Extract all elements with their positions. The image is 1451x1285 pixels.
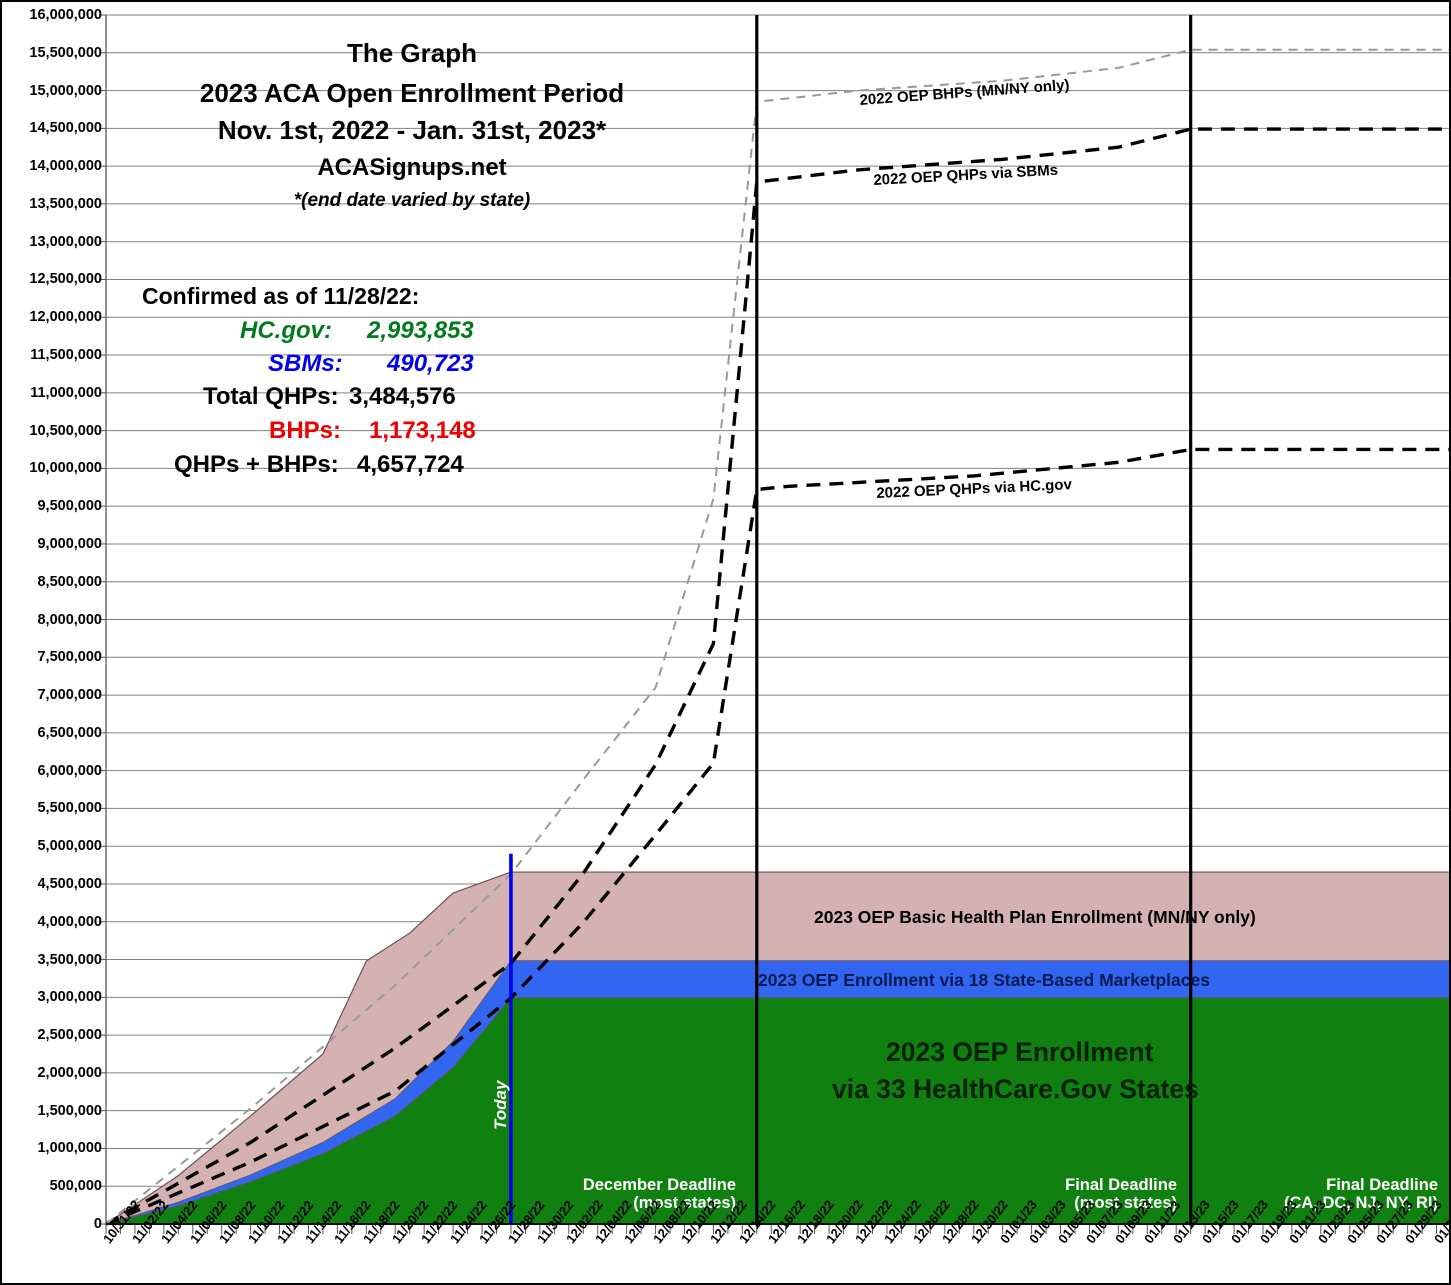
y-axis-tick-label: 16,000,000 <box>29 7 102 23</box>
y-axis-tick-label: 15,000,000 <box>29 82 102 99</box>
y-axis-tick-label: 0 <box>93 1216 102 1232</box>
x-ticks <box>105 1224 1438 1234</box>
y-axis-tick-label: 15,500,000 <box>29 44 102 61</box>
stats-row-hcgov-value: 2,993,853 <box>367 317 474 344</box>
area-label-hcgov-line1: 2023 OEP Enrollment <box>886 1037 1154 1067</box>
y-axis-tick-label: 4,500,000 <box>37 875 102 892</box>
y-axis-tick-label: 1,500,000 <box>37 1102 102 1119</box>
stats-row-qhpsbhps-label: QHPs + BHPs: <box>174 451 339 478</box>
y-axis-tick-label: 14,500,000 <box>29 120 102 137</box>
y-axis-tick-label: 3,000,000 <box>37 989 102 1006</box>
final-deadline-line2: (most states) <box>1074 1194 1177 1213</box>
y-axis-tick-label: 6,000,000 <box>37 762 102 779</box>
line-5 <box>105 48 1449 1225</box>
y-axis-tick-label: 13,000,000 <box>29 233 102 250</box>
final-deadline-2-line2: (CA, DC, NJ, NY, RI) <box>1283 1194 1438 1213</box>
line-3 <box>105 447 1449 1226</box>
final-deadline-label: Final Deadline (most states) <box>917 1176 1177 1213</box>
y-axis-tick-label: 6,500,000 <box>37 724 102 741</box>
stats-row-hcgov-label: HC.gov: <box>240 317 332 344</box>
area-label-bhp: 2023 OEP Basic Health Plan Enrollment (M… <box>814 907 1256 927</box>
y-axis-tick-label: 5,000,000 <box>37 838 102 855</box>
y-axis-tick-label: 7,500,000 <box>37 649 102 666</box>
y-axis-tick-label: 2,000,000 <box>37 1064 102 1081</box>
y-axis-tick-label: 14,000,000 <box>29 158 102 175</box>
area-label-sbm: 2023 OEP Enrollment via 18 State-Based M… <box>758 970 1210 990</box>
stats-row-totalqhps-label: Total QHPs: <box>203 383 339 410</box>
final-deadline-2-label: Final Deadline (CA, DC, NJ, NY, RI) <box>1176 1176 1438 1213</box>
line-4 <box>105 127 1449 1226</box>
y-axis-tick-label: 4,000,000 <box>37 913 102 930</box>
stats-row-bhps-label: BHPs: <box>269 417 342 444</box>
y-axis-tick-label: 5,500,000 <box>37 800 102 817</box>
y-axis-tick-label: 8,000,000 <box>37 611 102 628</box>
title-line-2: 2023 ACA Open Enrollment Period <box>199 78 625 108</box>
y-axis-tick-label: 11,500,000 <box>30 347 102 364</box>
y-axis-tick-label: 12,000,000 <box>29 309 102 326</box>
y-axis-tick-label: 8,500,000 <box>37 573 102 590</box>
stats-row-sbms-label: SBMs: <box>268 350 343 377</box>
stats-row-totalqhps-value: 3,484,576 <box>349 383 456 410</box>
final-deadline-2-line1: Final Deadline <box>1326 1176 1438 1194</box>
stats-heading: Confirmed as of 11/28/22: <box>142 283 420 309</box>
y-axis-tick-label: 9,500,000 <box>37 498 102 515</box>
december-deadline-line1: December Deadline <box>582 1176 736 1194</box>
y-axis-tick-label: 3,500,000 <box>37 951 102 968</box>
stats-row-sbms-value: 490,723 <box>387 350 474 377</box>
y-axis-tick-label: 11,000,000 <box>30 384 102 401</box>
title-line-1: The Graph <box>346 38 477 68</box>
final-deadline-line1: Final Deadline <box>1065 1176 1177 1194</box>
y-axis-tick-label: 500,000 <box>49 1178 102 1195</box>
y-ticks <box>99 14 106 1225</box>
y-axis-tick-label: 10,500,000 <box>29 422 102 439</box>
y-axis-tick-label: 1,000,000 <box>37 1140 102 1157</box>
stats-row-bhps-value: 1,173,148 <box>369 417 476 444</box>
title-line-3: Nov. 1st, 2022 - Jan. 31st, 2023* <box>217 115 607 145</box>
y-axis-tick-label: 10,000,000 <box>29 460 102 477</box>
title-line-5: *(end date varied by state) <box>293 190 531 211</box>
gridlines <box>106 14 1449 1225</box>
area-0 <box>105 997 1449 1225</box>
y-axis-tick-label: 12,500,000 <box>29 271 102 288</box>
stats-row-qhpsbhps-value: 4,657,724 <box>357 451 464 478</box>
area-label-hcgov-line2: via 33 HealthCare.Gov States <box>832 1074 1199 1104</box>
y-axis-tick-label: 7,000,000 <box>37 687 102 704</box>
y-axis-tick-label: 2,500,000 <box>37 1027 102 1044</box>
december-deadline-line2: (most states) <box>633 1194 736 1213</box>
y-axis-tick-label: 9,000,000 <box>37 535 102 552</box>
title-line-4: ACASignups.net <box>317 154 507 181</box>
y-axis-tick-label: 13,500,000 <box>29 195 102 212</box>
today-label: Today <box>491 1080 510 1130</box>
december-deadline-label: December Deadline (most states) <box>476 1176 736 1213</box>
